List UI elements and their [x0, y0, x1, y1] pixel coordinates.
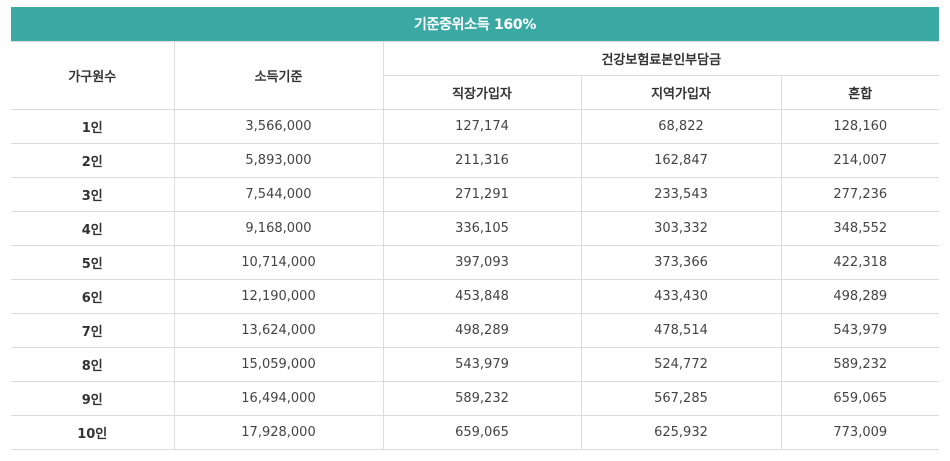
table-row: 4인 9,168,000 336,105 303,332 348,552: [11, 211, 940, 246]
cell-regional: 68,822: [580, 109, 782, 144]
header-income: 소득기준: [173, 41, 384, 110]
cell-income: 7,544,000: [173, 177, 384, 212]
cell-household: 9인: [11, 381, 175, 416]
cell-workplace: 127,174: [382, 109, 582, 144]
cell-household: 7인: [11, 313, 175, 348]
table-row: 9인 16,494,000 589,232 567,285 659,065: [11, 381, 940, 416]
cell-mixed: 277,236: [780, 177, 940, 212]
cell-workplace: 543,979: [382, 347, 582, 382]
table-row: 3인 7,544,000 271,291 233,543 277,236: [11, 177, 940, 212]
table-row: 2인 5,893,000 211,316 162,847 214,007: [11, 143, 940, 178]
cell-income: 13,624,000: [173, 313, 384, 348]
header-workplace: 직장가입자: [383, 75, 582, 110]
cell-mixed: 773,009: [780, 415, 940, 450]
cell-mixed: 589,232: [780, 347, 940, 382]
header-household: 가구원수: [11, 41, 175, 110]
cell-regional: 524,772: [580, 347, 782, 382]
cell-regional: 567,285: [580, 381, 782, 416]
cell-income: 3,566,000: [173, 109, 384, 144]
cell-household: 10인: [11, 415, 175, 450]
cell-regional: 625,932: [580, 415, 782, 450]
cell-household: 1인: [11, 109, 175, 144]
cell-regional: 433,430: [580, 279, 782, 314]
table-row: 7인 13,624,000 498,289 478,514 543,979: [11, 313, 940, 348]
cell-income: 5,893,000: [173, 143, 384, 178]
cell-income: 16,494,000: [173, 381, 384, 416]
cell-workplace: 589,232: [382, 381, 582, 416]
cell-mixed: 543,979: [780, 313, 940, 348]
cell-workplace: 453,848: [382, 279, 582, 314]
cell-household: 3인: [11, 177, 175, 212]
cell-regional: 478,514: [580, 313, 782, 348]
table-body: 1인 3,566,000 127,174 68,822 128,160 2인 5,893,0…: [11, 109, 940, 450]
cell-regional: 373,366: [580, 245, 782, 280]
cell-mixed: 214,007: [780, 143, 940, 178]
header-mixed: 혼합: [780, 75, 940, 110]
cell-workplace: 498,289: [382, 313, 582, 348]
cell-household: 5인: [11, 245, 175, 280]
income-table-container: 기준중위소득 160% 가구원수 소득기준 건강보험료본인부담금 직장가입자 지…: [11, 7, 940, 450]
header-regional: 지역가입자: [580, 75, 782, 110]
table-header: 가구원수 소득기준 건강보험료본인부담금 직장가입자 지역가입자 혼합: [11, 41, 940, 110]
cell-income: 17,928,000: [173, 415, 384, 450]
table-row: 5인 10,714,000 397,093 373,366 422,318: [11, 245, 940, 280]
header-premium-group: 건강보험료본인부담금: [382, 41, 940, 76]
cell-income: 12,190,000: [173, 279, 384, 314]
income-premium-table: 가구원수 소득기준 건강보험료본인부담금 직장가입자 지역가입자 혼합 1인 3,…: [11, 41, 940, 450]
cell-workplace: 397,093: [382, 245, 582, 280]
cell-income: 15,059,000: [173, 347, 384, 382]
cell-household: 2인: [11, 143, 175, 178]
table-title: 기준중위소득 160%: [11, 7, 939, 41]
cell-mixed: 422,318: [780, 245, 940, 280]
table-row: 10인 17,928,000 659,065 625,932 773,009: [11, 415, 940, 450]
table-row: 8인 15,059,000 543,979 524,772 589,232: [11, 347, 940, 382]
cell-regional: 162,847: [580, 143, 782, 178]
cell-mixed: 498,289: [780, 279, 940, 314]
cell-workplace: 659,065: [382, 415, 582, 450]
cell-household: 8인: [11, 347, 175, 382]
cell-regional: 233,543: [580, 177, 782, 212]
cell-regional: 303,332: [580, 211, 782, 246]
cell-mixed: 348,552: [780, 211, 940, 246]
cell-mixed: 128,160: [780, 109, 940, 144]
cell-workplace: 211,316: [382, 143, 582, 178]
cell-household: 4인: [11, 211, 175, 246]
cell-income: 9,168,000: [173, 211, 384, 246]
cell-workplace: 336,105: [382, 211, 582, 246]
table-row: 1인 3,566,000 127,174 68,822 128,160: [11, 109, 940, 144]
cell-income: 10,714,000: [173, 245, 384, 280]
cell-workplace: 271,291: [382, 177, 582, 212]
table-row: 6인 12,190,000 453,848 433,430 498,289: [11, 279, 940, 314]
cell-mixed: 659,065: [780, 381, 940, 416]
cell-household: 6인: [11, 279, 175, 314]
